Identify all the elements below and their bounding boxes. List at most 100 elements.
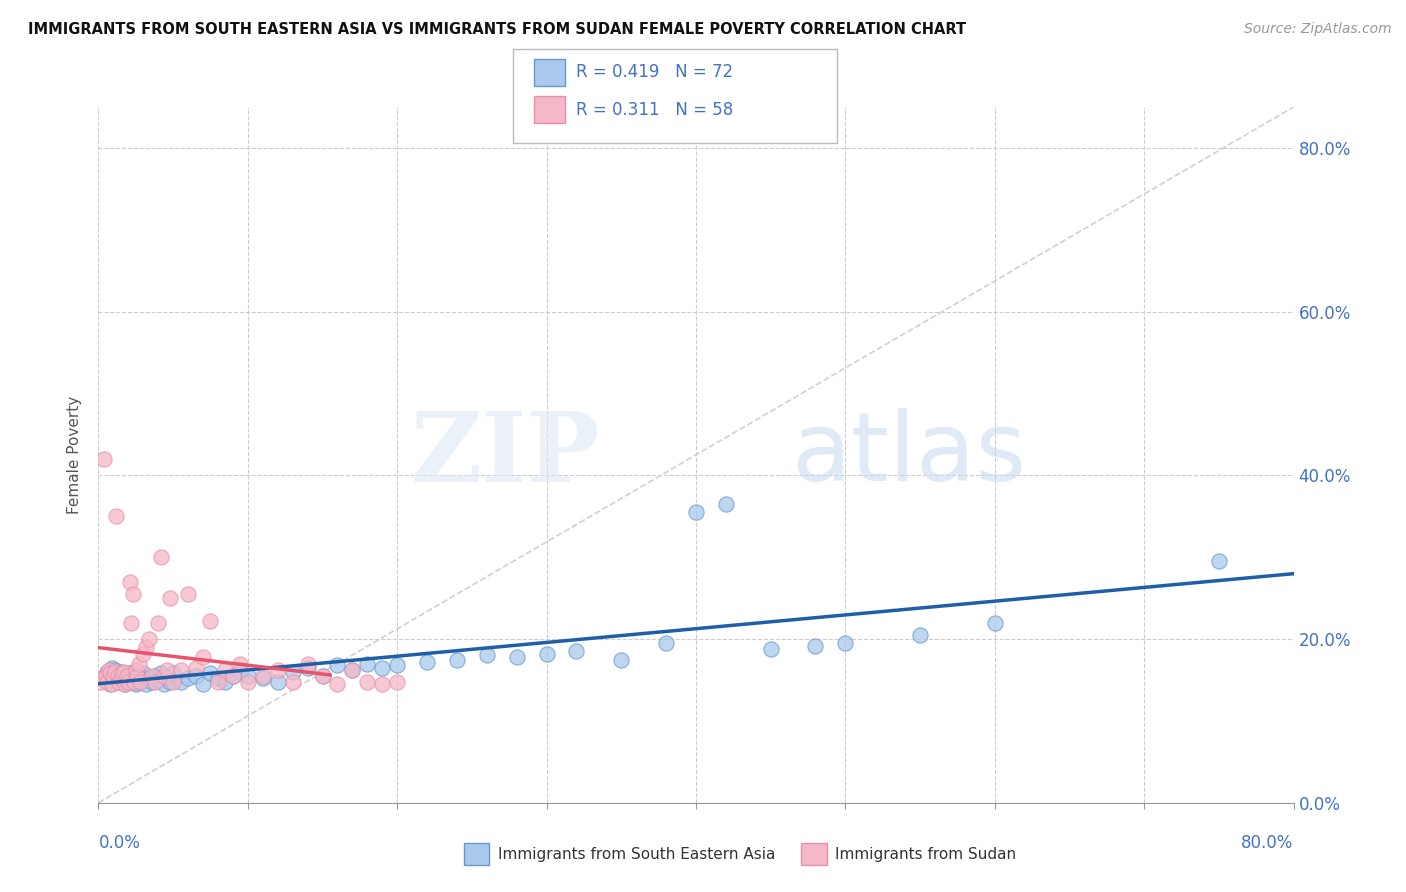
Point xyxy=(107,674,129,689)
Point xyxy=(148,673,170,687)
Point xyxy=(112,665,135,679)
Point xyxy=(110,672,132,686)
Point xyxy=(714,497,737,511)
Point xyxy=(326,658,349,673)
Point xyxy=(125,677,148,691)
Point xyxy=(108,672,131,686)
Point xyxy=(281,674,304,689)
Point xyxy=(184,669,207,683)
Point xyxy=(150,550,173,565)
Point xyxy=(135,640,157,655)
Point xyxy=(506,650,529,665)
Point xyxy=(153,677,176,691)
Point xyxy=(297,657,319,671)
Point xyxy=(143,669,166,683)
Point xyxy=(169,663,191,677)
Text: Immigrants from South Eastern Asia: Immigrants from South Eastern Asia xyxy=(498,847,775,862)
Point xyxy=(834,636,856,650)
Text: 0.0%: 0.0% xyxy=(98,834,141,852)
Point xyxy=(162,674,184,689)
Point xyxy=(110,665,132,679)
Point xyxy=(91,672,114,686)
Point xyxy=(565,644,588,658)
Point xyxy=(371,677,394,691)
Point xyxy=(132,647,155,661)
Point xyxy=(124,669,146,683)
Point xyxy=(685,505,707,519)
Text: IMMIGRANTS FROM SOUTH EASTERN ASIA VS IMMIGRANTS FROM SUDAN FEMALE POVERTY CORRE: IMMIGRANTS FROM SOUTH EASTERN ASIA VS IM… xyxy=(28,22,966,37)
Point xyxy=(984,615,1007,630)
Point xyxy=(214,663,236,677)
Point xyxy=(111,666,134,681)
Point xyxy=(125,663,148,677)
Point xyxy=(100,677,122,691)
Point xyxy=(236,669,259,683)
Point xyxy=(132,666,155,681)
Text: R = 0.419   N = 72: R = 0.419 N = 72 xyxy=(576,63,734,81)
Point xyxy=(118,574,141,589)
Point xyxy=(93,452,115,467)
Point xyxy=(103,666,125,681)
Point xyxy=(138,672,160,686)
Point xyxy=(156,663,179,677)
Point xyxy=(159,591,181,606)
Point xyxy=(124,674,146,689)
Point xyxy=(177,587,200,601)
Point xyxy=(100,666,122,681)
Point xyxy=(127,673,149,687)
Point xyxy=(127,669,149,683)
Point xyxy=(169,674,191,689)
Point xyxy=(177,672,200,686)
Point xyxy=(96,674,118,689)
Point xyxy=(385,658,409,673)
Point xyxy=(148,615,170,630)
Point xyxy=(105,669,128,683)
Point xyxy=(97,673,120,687)
Point xyxy=(108,674,131,689)
Point xyxy=(120,615,142,630)
Point xyxy=(908,628,931,642)
Point xyxy=(121,665,143,679)
Point xyxy=(311,669,333,683)
Point xyxy=(311,669,333,683)
Point xyxy=(107,669,129,683)
Point xyxy=(267,674,290,689)
Text: ZIP: ZIP xyxy=(411,408,600,502)
Point xyxy=(267,663,290,677)
Text: Source: ZipAtlas.com: Source: ZipAtlas.com xyxy=(1244,22,1392,37)
Text: R = 0.311   N = 58: R = 0.311 N = 58 xyxy=(576,101,734,119)
Point xyxy=(342,663,364,677)
Point xyxy=(96,665,118,679)
Point xyxy=(117,669,139,683)
Point xyxy=(114,677,136,691)
Point xyxy=(153,669,176,683)
Point xyxy=(222,669,245,683)
Point xyxy=(191,650,214,665)
Y-axis label: Female Poverty: Female Poverty xyxy=(67,396,83,514)
Point xyxy=(207,674,229,689)
Point xyxy=(135,677,157,691)
Point xyxy=(138,632,160,646)
Point xyxy=(214,674,236,689)
Point xyxy=(252,669,274,683)
Text: 80.0%: 80.0% xyxy=(1241,834,1294,852)
Point xyxy=(129,669,152,683)
Point xyxy=(159,674,181,689)
Point xyxy=(150,666,173,681)
Point xyxy=(371,661,394,675)
Point xyxy=(128,674,150,689)
Point xyxy=(141,669,163,683)
Point xyxy=(131,672,153,686)
Point xyxy=(229,657,252,671)
Point xyxy=(252,672,274,686)
Point xyxy=(103,669,125,683)
Point xyxy=(446,652,468,666)
Point xyxy=(115,669,138,683)
Point xyxy=(111,669,134,683)
Point xyxy=(222,669,245,683)
Point xyxy=(475,648,498,663)
Point xyxy=(112,673,135,687)
Point xyxy=(229,665,252,679)
Point xyxy=(104,665,127,679)
Point xyxy=(143,674,166,689)
